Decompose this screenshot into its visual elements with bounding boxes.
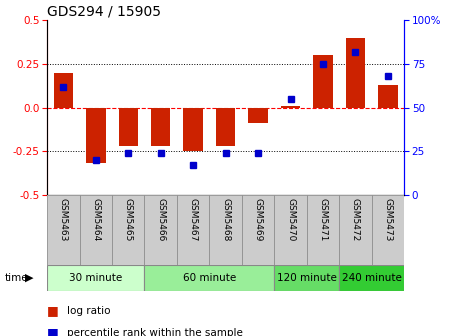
Bar [307,195,339,265]
Bar [119,108,138,146]
Bar [339,195,372,265]
Bar [86,108,106,163]
Text: ▶: ▶ [25,273,33,283]
Text: GSM5473: GSM5473 [383,198,392,242]
Bar [216,108,235,146]
Bar [339,265,404,291]
Text: log ratio: log ratio [67,306,111,316]
Text: GSM5469: GSM5469 [254,198,263,242]
Bar [346,38,365,108]
Text: GSM5465: GSM5465 [124,198,133,242]
Bar [47,265,145,291]
Bar [112,195,145,265]
Text: time: time [4,273,28,283]
Bar [184,108,203,151]
Text: GSM5463: GSM5463 [59,198,68,242]
Text: GSM5464: GSM5464 [91,198,100,242]
Text: GSM5471: GSM5471 [318,198,327,242]
Bar [151,108,171,146]
Bar [274,195,307,265]
Text: 240 minute: 240 minute [342,273,401,283]
Bar [79,195,112,265]
Bar [274,265,339,291]
Bar [242,195,274,265]
Text: GSM5466: GSM5466 [156,198,165,242]
Text: ■: ■ [47,304,59,317]
Text: GSM5472: GSM5472 [351,198,360,242]
Text: GDS294 / 15905: GDS294 / 15905 [47,4,161,18]
Text: GSM5468: GSM5468 [221,198,230,242]
Text: 120 minute: 120 minute [277,273,337,283]
Text: 60 minute: 60 minute [183,273,236,283]
Bar [47,195,79,265]
Bar [145,195,177,265]
Text: GSM5467: GSM5467 [189,198,198,242]
Bar [53,73,73,108]
Text: GSM5470: GSM5470 [286,198,295,242]
Text: percentile rank within the sample: percentile rank within the sample [67,328,243,336]
Bar [209,195,242,265]
Bar [177,195,209,265]
Bar [378,85,398,108]
Bar [372,195,404,265]
Bar [281,106,300,108]
Bar [248,108,268,123]
Text: ■: ■ [47,326,59,336]
Bar [145,265,274,291]
Text: 30 minute: 30 minute [69,273,123,283]
Bar [313,55,333,108]
